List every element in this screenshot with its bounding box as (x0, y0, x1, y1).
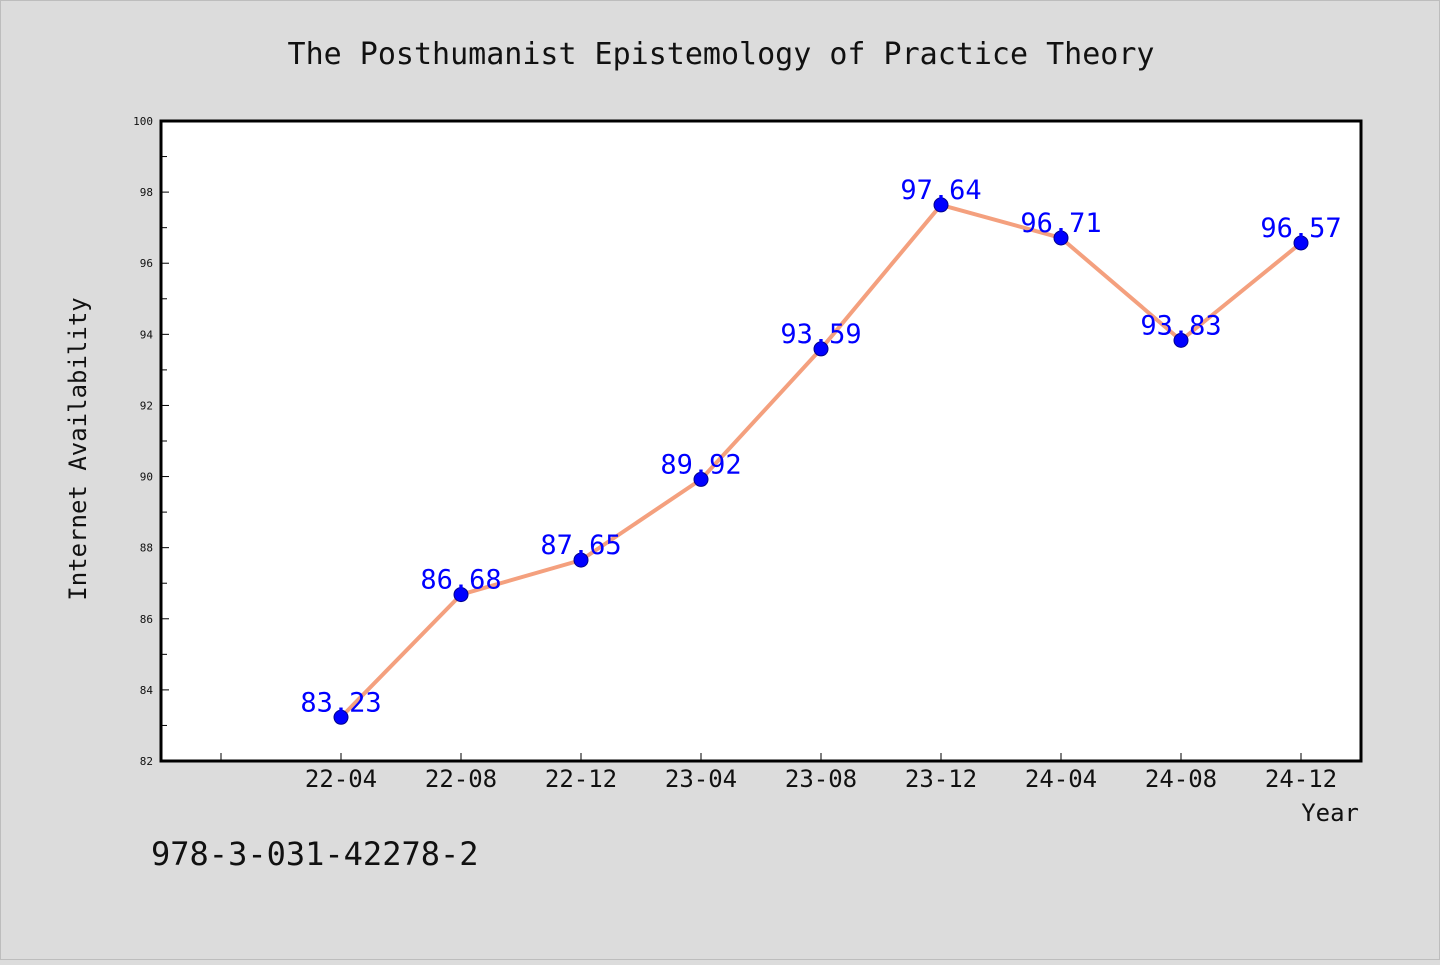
data-label: 86.68 (420, 565, 501, 596)
y-tick-label: 82 (140, 755, 153, 768)
y-axis: 82 84 86 88 90 92 94 96 98 100 (133, 115, 169, 768)
plot-area (161, 121, 1361, 761)
x-tick-label: 22-08 (425, 765, 497, 793)
data-label: 89.92 (660, 449, 741, 480)
footer-code: 978-3-031-42278-2 (151, 835, 479, 873)
y-tick-label: 84 (140, 684, 154, 697)
data-point (1053, 230, 1069, 246)
plot-frame (159, 119, 1363, 763)
data-point (453, 587, 469, 603)
data-point (933, 197, 949, 213)
data-point (333, 709, 349, 725)
data-label: 97.64 (900, 175, 981, 206)
data-label: 93.59 (780, 319, 861, 350)
y-tick-label: 98 (140, 186, 153, 199)
data-point (1293, 235, 1309, 251)
data-point (813, 341, 829, 357)
y-tick-label: 92 (140, 399, 153, 412)
data-label: 83.23 (300, 687, 381, 718)
x-axis-label: Year (1301, 799, 1359, 827)
x-tick-label: 23-08 (785, 765, 857, 793)
y-tick-label: 96 (140, 257, 153, 270)
data-point (1173, 332, 1189, 348)
data-label: 93.83 (1140, 310, 1221, 341)
x-tick-label: 22-04 (305, 765, 377, 793)
y-tick-label: 94 (140, 328, 154, 341)
chart-title: The Posthumanist Epistemology of Practic… (288, 37, 1155, 72)
x-axis: 22-04 22-08 22-12 23-04 23-08 23-12 24-04 24-08… (220, 753, 1337, 793)
y-tick-label: 90 (140, 471, 153, 484)
x-tick-label: 23-12 (905, 765, 977, 793)
y-axis-label: Internet Availability (64, 297, 92, 600)
data-label: 87.65 (540, 530, 621, 561)
y-tick-label: 88 (140, 542, 153, 555)
x-tick-label: 22-12 (545, 765, 617, 793)
data-label: 96.71 (1020, 208, 1101, 239)
y-tick-label: 86 (140, 613, 153, 626)
x-tick-label: 24-04 (1025, 765, 1097, 793)
x-tick-label: 24-08 (1145, 765, 1217, 793)
series-layer: 83.23 86.68 87.65 89.92 93.59 97.64 96.71 93.83… (300, 175, 1342, 725)
data-label: 96.57 (1260, 213, 1341, 244)
data-point (693, 471, 709, 487)
data-point (573, 552, 589, 568)
x-tick-label: 24-12 (1265, 765, 1337, 793)
x-tick-label: 23-04 (665, 765, 737, 793)
y-tick-label: 100 (133, 115, 153, 128)
